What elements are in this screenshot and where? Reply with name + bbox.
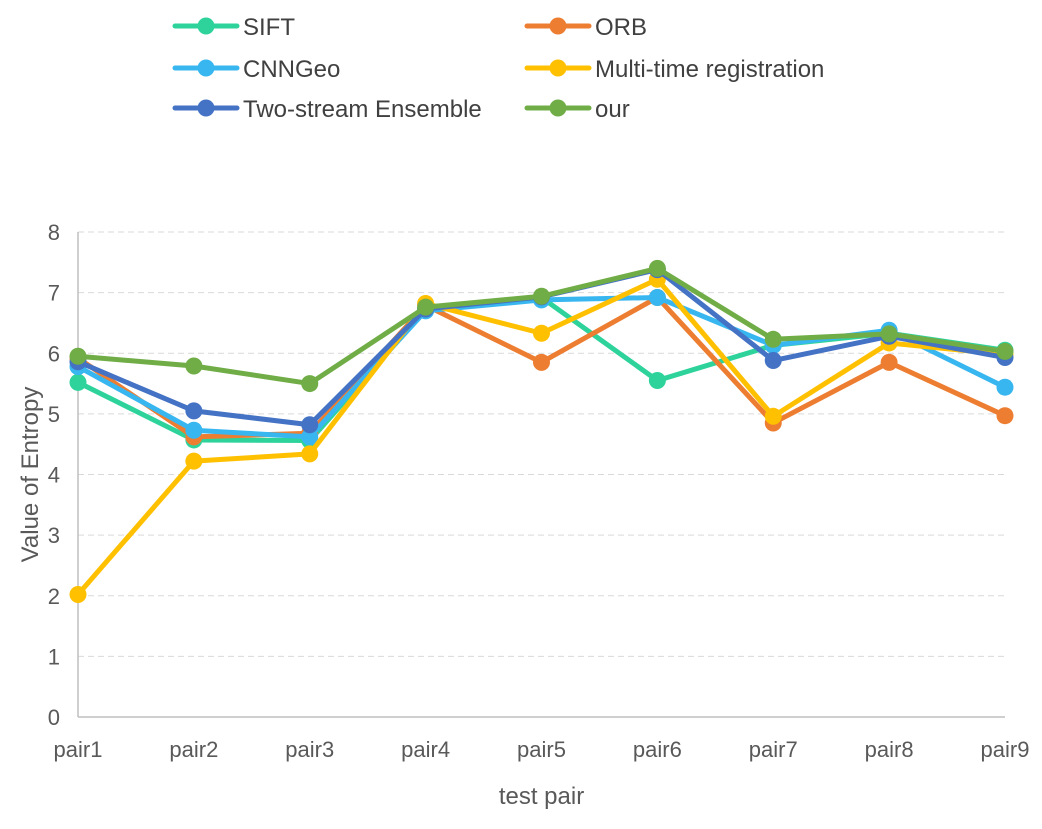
x-tick-label: pair9 (981, 737, 1030, 762)
legend-swatch-marker (197, 17, 215, 35)
data-point-orb (996, 407, 1014, 425)
legend-label: SIFT (243, 14, 295, 41)
data-point-our (533, 287, 550, 305)
data-point-our (880, 325, 898, 343)
data-point-sift (648, 372, 666, 390)
x-tick-label: pair1 (54, 737, 103, 762)
legend-label: Multi-time registration (595, 56, 824, 83)
legend-label: CNNGeo (243, 56, 340, 83)
x-tick-label: pair6 (633, 737, 682, 762)
x-tick-label: pair7 (749, 737, 798, 762)
x-tick-label: pair5 (517, 737, 566, 762)
y-tick-label: 2 (48, 584, 60, 609)
legend-swatch-marker (549, 17, 567, 35)
data-point-two-stream-ensemble (301, 416, 319, 434)
data-point-cnngeo (996, 378, 1014, 396)
series-two-stream-ensemble (69, 261, 1014, 434)
y-tick-label: 0 (48, 705, 60, 730)
y-tick-label: 4 (48, 463, 60, 488)
data-point-multi-time-registration (764, 407, 782, 425)
y-tick-label: 3 (48, 523, 60, 548)
legend: SIFT ORB CNNGeo Multi-time registration Two-… (172, 14, 824, 123)
data-point-our (301, 375, 319, 393)
data-point-multi-time-registration (301, 445, 319, 463)
y-axis-title: Value of Entropy (17, 387, 44, 563)
y-tick-label: 7 (48, 281, 60, 306)
legend-swatch-marker (549, 99, 567, 117)
data-point-cnngeo (301, 428, 319, 446)
data-point-orb (533, 353, 550, 371)
series-our (69, 259, 1014, 393)
x-tick-label: pair8 (865, 737, 914, 762)
x-tick-label: pair3 (285, 737, 334, 762)
data-point-our (996, 342, 1014, 360)
data-point-our (764, 330, 782, 348)
data-point-two-stream-ensemble (764, 352, 782, 370)
data-point-our (185, 357, 203, 375)
data-point-sift (69, 373, 87, 391)
data-point-multi-time-registration (69, 586, 87, 604)
series-group (69, 259, 1014, 604)
legend-swatch-marker (549, 59, 567, 77)
legend-label: Two-stream Ensemble (243, 96, 482, 123)
y-tick-label: 1 (48, 644, 60, 669)
legend-item-multi-time-registration: Multi-time registration (524, 56, 824, 83)
legend-swatch-marker (197, 59, 215, 77)
legend-item-sift: SIFT (172, 14, 295, 41)
data-point-orb (880, 353, 898, 371)
legend-swatch-marker (197, 99, 215, 117)
y-tick-label: 8 (48, 220, 60, 245)
legend-item-orb: ORB (524, 14, 647, 41)
legend-label: ORB (595, 14, 647, 41)
legend-item-cnngeo: CNNGeo (172, 56, 340, 83)
data-point-cnngeo (648, 288, 666, 306)
x-tick-label: pair4 (401, 737, 450, 762)
y-tick-label: 6 (48, 341, 60, 366)
data-point-our (417, 298, 435, 316)
legend-label: our (595, 96, 630, 123)
x-tick-label: pair2 (169, 737, 218, 762)
data-point-our (648, 259, 666, 277)
axes: 0 1 2 3 4 5 6 7 8 pair1 pair2 pair3 pair4 pair5 pair6 p… (48, 220, 1030, 762)
x-axis-title: test pair (499, 783, 584, 810)
data-point-multi-time-registration (533, 324, 550, 342)
data-point-two-stream-ensemble (185, 402, 203, 420)
data-point-cnngeo (185, 421, 203, 439)
y-tick-label: 5 (48, 402, 60, 427)
data-point-multi-time-registration (185, 452, 203, 470)
legend-item-our: our (524, 96, 630, 123)
legend-item-two-stream-ensemble: Two-stream Ensemble (172, 96, 482, 123)
data-point-our (69, 347, 87, 365)
